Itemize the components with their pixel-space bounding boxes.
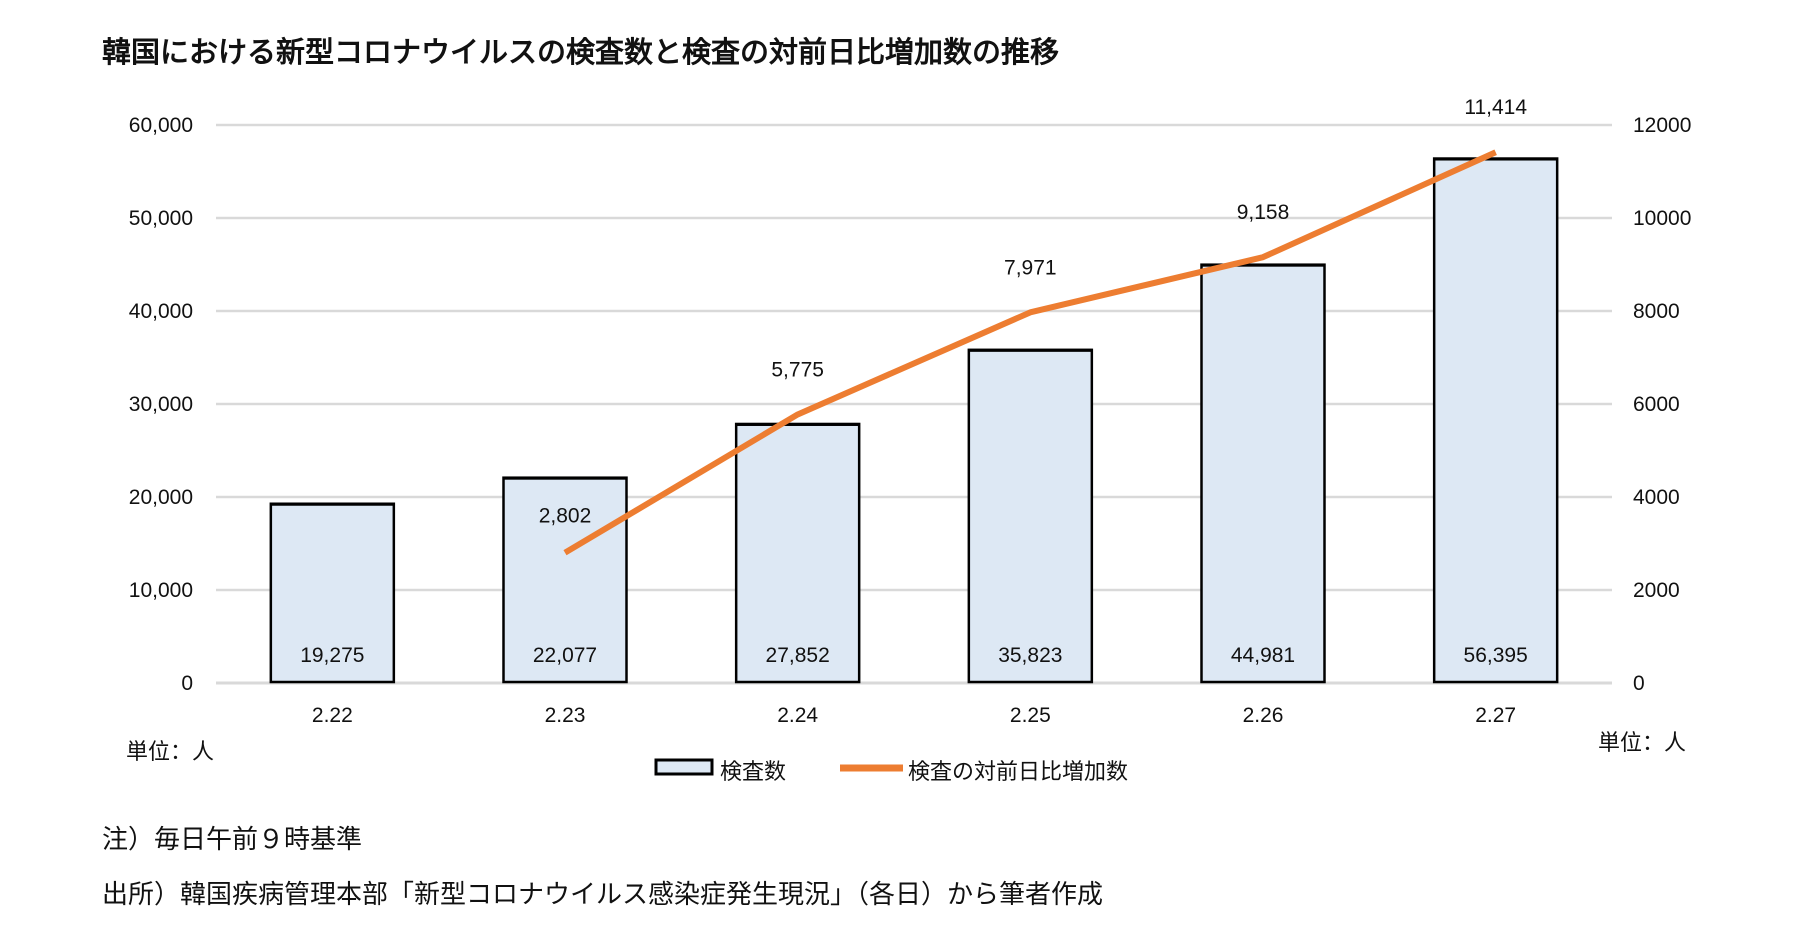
right-axis-tick: 6000 [1633,393,1680,416]
left-axis-tick: 40,000 [129,300,193,323]
x-axis-tick: 2.27 [1475,704,1516,727]
right-axis-tick: 0 [1633,672,1645,695]
bar [1200,263,1326,684]
bar [967,348,1094,684]
right-axis-tick: 4000 [1633,486,1680,509]
line-value-label: 9,158 [1237,201,1290,224]
bar-top-edge [1434,157,1558,161]
bar-value-label: 19,275 [300,644,364,667]
left-axis-tick: 10,000 [129,579,193,602]
bar-value-label: 56,395 [1464,644,1528,667]
bar-top-edge [270,502,394,506]
left-axis-tick: 20,000 [129,486,193,509]
bar-top-edge [968,348,1092,352]
right-axis-tick: 12000 [1633,114,1691,137]
x-axis-tick: 2.24 [777,704,818,727]
left-axis-unit: 単位：人 [126,740,214,765]
bar-value-label: 27,852 [766,644,830,667]
bar-top-edge [503,476,627,480]
bar [502,476,628,684]
right-axis-unit: 単位：人 [1598,731,1686,756]
bar-value-label: 44,981 [1231,644,1295,667]
source-text: 出所）韓国疾病管理本部「新型コロナウイルス感染症発生現況」（各日）から筆者作成 [102,880,1103,910]
line-value-label: 2,802 [539,505,592,528]
left-axis-tick: 0 [181,672,193,695]
left-axis-tick: 50,000 [129,207,193,230]
bar [734,422,861,684]
legend-bar-swatch [654,758,714,776]
left-axis-tick: 30,000 [129,393,193,416]
right-axis-tick: 10000 [1633,207,1691,230]
x-axis-tick: 2.23 [545,704,586,727]
bar-top-edge [736,422,860,426]
right-axis-tick: 2000 [1633,579,1680,602]
chart-title: 韓国における新型コロナウイルスの検査数と検査の対前日比増加数の推移 [102,35,1059,69]
left-axis-tick: 60,000 [129,114,193,137]
legend-bar-label: 検査数 [720,760,786,785]
bar-value-label: 35,823 [998,644,1062,667]
x-axis-tick: 2.25 [1010,704,1051,727]
bar-value-label: 22,077 [533,644,597,667]
line-value-label: 5,775 [771,358,824,381]
line-value-label: 11,414 [1464,96,1527,119]
note-text: 注）毎日午前９時基準 [102,825,362,855]
bar [269,502,396,684]
x-axis-tick: 2.22 [312,704,353,727]
legend-line-label: 検査の対前日比増加数 [908,760,1128,785]
bar-top-edge [1201,263,1325,267]
line-value-label: 7,971 [1004,256,1057,279]
right-axis-tick: 8000 [1633,300,1680,323]
line-series [563,149,1497,556]
legend: 検査数 検査の対前日比増加数 [654,758,1128,785]
x-axis-tick: 2.26 [1243,704,1284,727]
bar [1432,157,1559,684]
